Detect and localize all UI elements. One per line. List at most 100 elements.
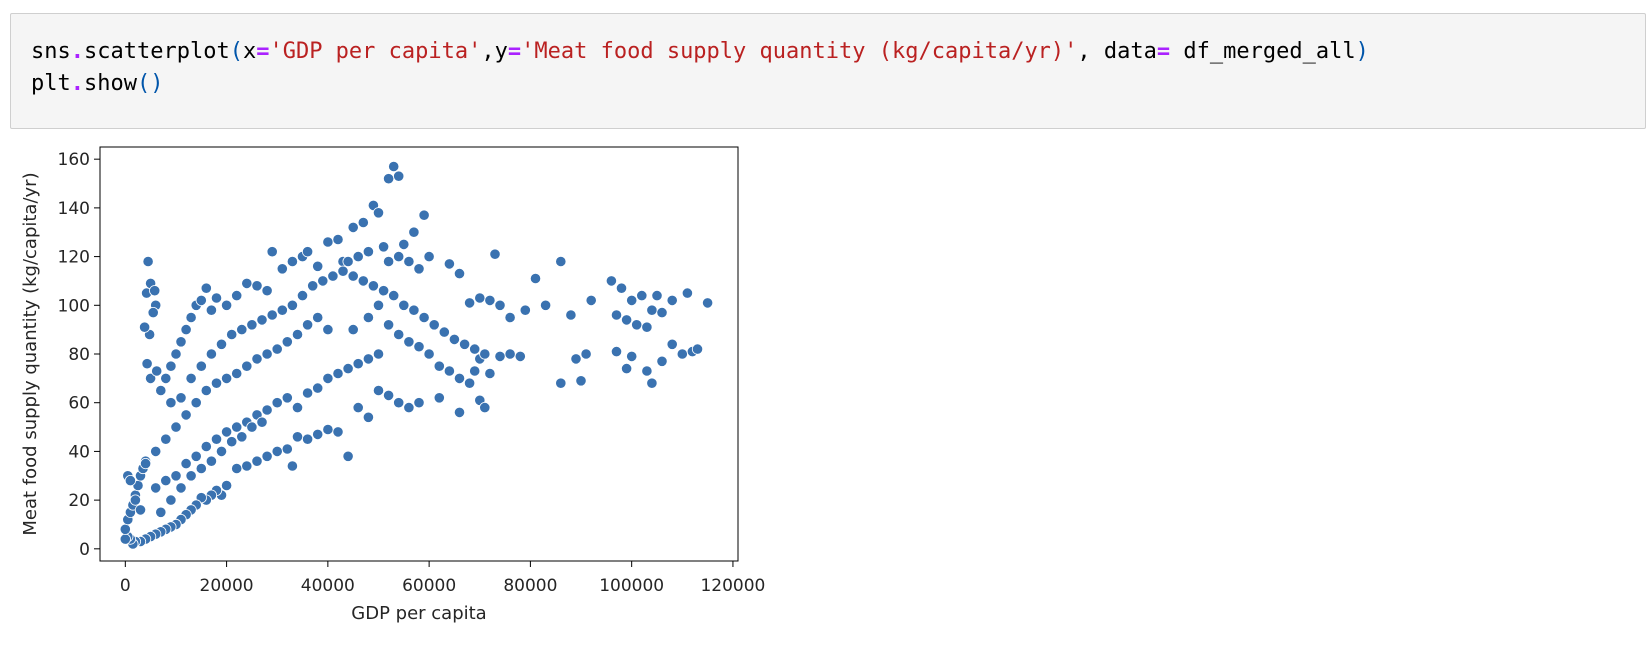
data-point xyxy=(641,321,653,333)
x-tick-label: 100000 xyxy=(599,576,664,596)
data-point xyxy=(226,436,238,448)
data-point xyxy=(382,255,395,268)
data-point xyxy=(443,365,455,377)
data-point xyxy=(337,265,349,277)
scatter-plot: 0 20000 40000 60000 80000 100000 120000 0 20 40 6… xyxy=(20,146,765,624)
data-point xyxy=(463,297,476,309)
data-point xyxy=(403,255,415,268)
data-point xyxy=(463,377,476,389)
data-point xyxy=(418,311,430,324)
data-point xyxy=(215,445,228,457)
data-point xyxy=(433,392,445,404)
data-point xyxy=(205,348,217,360)
data-point xyxy=(433,360,445,372)
data-point xyxy=(479,348,491,360)
data-point xyxy=(291,328,304,341)
data-point xyxy=(484,294,496,306)
y-tick-label: 120 xyxy=(58,248,90,268)
data-point xyxy=(372,348,385,360)
code-token: data xyxy=(1103,39,1157,64)
data-point xyxy=(195,294,207,306)
data-point xyxy=(312,382,324,394)
data-point xyxy=(610,346,623,358)
data-point xyxy=(423,251,435,263)
code-token: . xyxy=(70,39,84,64)
data-point xyxy=(149,285,161,297)
data-point xyxy=(342,450,354,462)
data-point xyxy=(352,358,364,370)
data-point xyxy=(221,479,233,492)
data-point xyxy=(165,494,177,506)
data-point xyxy=(382,389,395,401)
data-point xyxy=(246,421,258,433)
data-point xyxy=(155,384,167,397)
data-point xyxy=(312,260,324,272)
data-point xyxy=(631,319,643,331)
data-point xyxy=(286,255,298,268)
data-point xyxy=(605,275,618,287)
data-point xyxy=(312,428,324,440)
data-point xyxy=(256,416,268,428)
data-point xyxy=(367,280,379,292)
data-point xyxy=(423,348,435,360)
data-point xyxy=(180,324,192,336)
data-point xyxy=(140,457,152,470)
x-tick-label: 120000 xyxy=(700,576,765,596)
code-token: , xyxy=(481,39,495,64)
data-point xyxy=(666,338,678,350)
data-point xyxy=(646,304,658,316)
data-point xyxy=(266,246,278,258)
data-point xyxy=(147,307,159,319)
data-point xyxy=(231,462,243,475)
data-point xyxy=(418,209,430,221)
data-point xyxy=(210,292,223,304)
y-tick-label: 80 xyxy=(68,345,90,365)
data-point xyxy=(221,372,233,384)
data-point xyxy=(398,299,410,311)
data-point xyxy=(352,401,364,414)
data-point xyxy=(141,358,153,370)
data-point xyxy=(377,241,390,253)
data-point xyxy=(200,384,212,397)
data-point xyxy=(291,431,304,443)
data-point xyxy=(362,411,374,423)
code-token: plt xyxy=(31,71,71,96)
data-point xyxy=(301,387,314,399)
code-token: ) xyxy=(1355,39,1369,64)
data-point xyxy=(448,333,460,345)
data-point xyxy=(666,294,678,306)
data-point xyxy=(205,455,217,467)
code-editor[interactable]: sns.scatterplot(x='GDP per capita',y='Me… xyxy=(31,36,1369,100)
data-point xyxy=(691,343,704,355)
data-point xyxy=(276,304,288,316)
data-point xyxy=(403,401,415,414)
data-point xyxy=(636,290,648,302)
data-point xyxy=(438,326,450,338)
data-point xyxy=(251,280,263,292)
data-point xyxy=(231,367,243,380)
data-point xyxy=(190,450,202,462)
data-point xyxy=(205,304,217,316)
data-point xyxy=(271,343,283,355)
data-point xyxy=(388,160,400,173)
data-point xyxy=(246,319,258,331)
data-point xyxy=(139,321,151,333)
data-point xyxy=(347,270,359,282)
data-point xyxy=(296,290,309,302)
data-point xyxy=(489,248,501,260)
data-point xyxy=(408,304,420,316)
y-tick-label: 100 xyxy=(58,296,90,316)
x-axis: 0 20000 40000 60000 80000 100000 120000 xyxy=(120,561,765,596)
data-point xyxy=(332,426,344,438)
code-cell[interactable]: sns.scatterplot(x='GDP per capita',y='Me… xyxy=(10,13,1646,129)
data-point xyxy=(271,445,283,457)
code-token: y xyxy=(494,39,508,64)
data-point xyxy=(180,409,192,421)
data-point xyxy=(231,421,243,433)
data-point xyxy=(514,350,526,362)
data-point xyxy=(494,350,506,362)
points-layer xyxy=(119,160,714,550)
x-tick-label: 40000 xyxy=(301,576,355,596)
data-point xyxy=(160,433,172,445)
data-point xyxy=(150,482,162,494)
